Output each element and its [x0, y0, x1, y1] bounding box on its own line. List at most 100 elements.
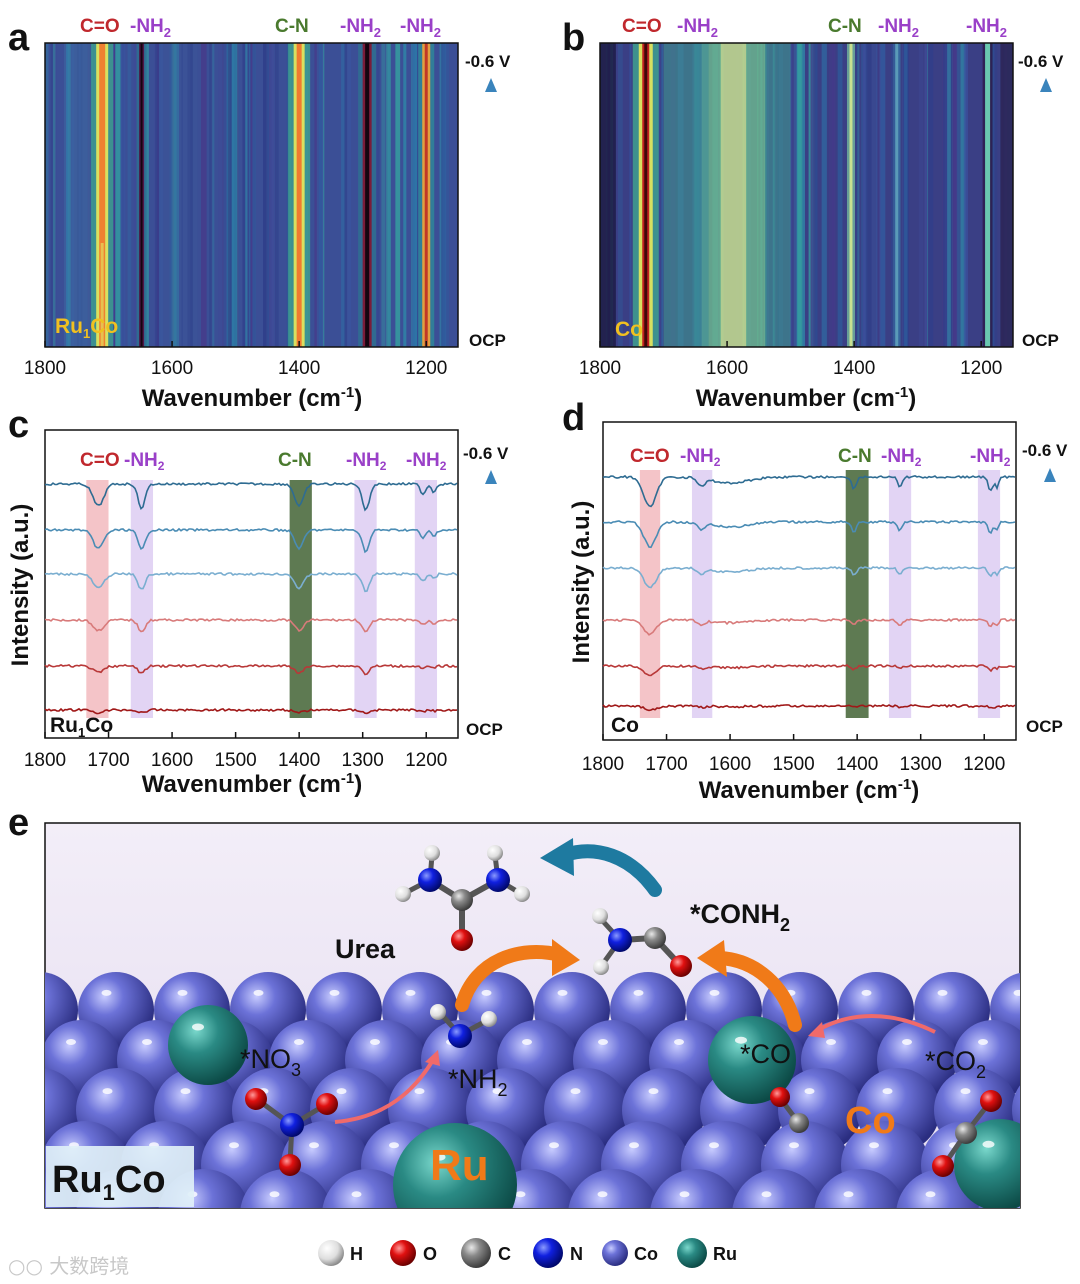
heatmap-glow-region — [64, 43, 90, 347]
urea-label: Urea — [335, 934, 396, 964]
co-atom-sphere — [732, 1169, 824, 1208]
heatmap-b-frame — [599, 42, 1014, 348]
heatmap-texture-stripe — [228, 43, 232, 347]
peak-labels-b: C=O -NH2 C-N -NH2 -NH2 — [622, 16, 1007, 40]
heatmap-texture-stripe — [145, 43, 149, 347]
sphere-highlight — [735, 1036, 747, 1044]
heatmap-b-stripes — [600, 43, 1013, 347]
heatmap-texture-stripe — [231, 43, 237, 347]
x-axis-title-b: Wavenumber (cm-1) — [696, 384, 917, 412]
heatmap-texture-stripe — [187, 43, 192, 347]
heatmap-glow-region — [600, 43, 616, 347]
heatmap-texture-stripe — [114, 43, 116, 347]
sphere-highlight — [336, 1088, 347, 1095]
sphere-highlight — [1029, 1142, 1039, 1148]
top-label-c: -0.6 V — [463, 444, 509, 463]
sphere-highlight — [570, 1088, 581, 1095]
legend-ru-label: Ru — [713, 1244, 737, 1264]
co2-molecule — [932, 1090, 1002, 1177]
heatmap-texture-stripe — [789, 43, 796, 347]
sphere-highlight — [982, 1140, 995, 1148]
legend-n-sphere — [533, 1238, 563, 1268]
heatmap-texture-stripe — [133, 43, 137, 347]
spectra-c-sample-label: Ru1Co — [50, 714, 113, 740]
bottom-label-a: OCP — [469, 331, 506, 350]
sphere-highlight — [414, 1088, 425, 1095]
heatmap-texture-stripe — [230, 43, 237, 347]
spectrum-line — [44, 571, 458, 593]
x-tick-label: 1400 — [278, 358, 320, 379]
heatmap-texture-stripe — [831, 43, 835, 347]
co-atom-sphere — [568, 1169, 660, 1208]
band-highlight — [691, 470, 713, 718]
x-tick-label: 1700 — [645, 754, 687, 775]
sphere-highlight — [709, 989, 720, 996]
legend-ru-sphere — [677, 1238, 707, 1268]
sphere-highlight — [177, 989, 188, 996]
sphere-highlight — [761, 1191, 772, 1198]
heatmap-texture-stripe — [801, 43, 805, 347]
heatmap-glow-region — [159, 43, 198, 347]
x-tick-label: 1300 — [900, 754, 942, 775]
heatmap-texture-stripe — [249, 43, 251, 347]
co2-to-co-arrow — [808, 1014, 936, 1038]
sphere-highlight — [66, 1039, 76, 1045]
heatmap-texture-stripe — [237, 43, 240, 347]
sphere-highlight — [902, 1039, 912, 1045]
sphere-highlight — [925, 1191, 936, 1198]
heatmap-texture-stripe — [880, 43, 886, 347]
heatmap-texture-stripe — [386, 43, 391, 347]
sphere-highlight — [869, 1142, 879, 1149]
spectrum-line — [44, 527, 458, 554]
sphere-highlight — [1013, 989, 1020, 996]
co-label: *CO — [740, 1039, 791, 1069]
spectrum-line — [44, 707, 458, 715]
heatmap-texture-stripe — [951, 43, 957, 347]
heatmap-band — [644, 43, 648, 347]
heatmap-texture-stripe — [181, 43, 183, 347]
top-label-b: -0.6 V — [1018, 52, 1064, 71]
peak-label-nh2-d2: -NH2 — [881, 446, 922, 469]
band-highlight — [845, 470, 869, 718]
heatmap-band — [296, 43, 302, 347]
conh2-label: *CONH2 — [690, 899, 790, 935]
heatmap-band — [849, 43, 853, 347]
heatmap-texture-stripe — [381, 43, 386, 347]
peak-label-cn-c: C-N — [278, 450, 312, 471]
heatmap-texture-stripe — [833, 43, 836, 347]
nh2-to-conh2-arrow — [455, 939, 580, 1012]
sphere-highlight — [329, 989, 340, 996]
heatmap-texture-stripe — [212, 43, 215, 347]
x-tick-label: 1500 — [214, 750, 256, 771]
x-tick-label: 1800 — [582, 754, 624, 775]
heatmap-texture-stripe — [209, 43, 212, 347]
conh2-molecule — [592, 908, 692, 977]
heatmap-texture-stripe — [347, 43, 351, 347]
heatmap-texture-stripe — [837, 43, 843, 347]
peak-label-co-a: C=O — [80, 16, 120, 37]
sphere-highlight — [389, 1142, 399, 1149]
potential-arrow-c — [485, 470, 497, 708]
sphere-highlight — [549, 1142, 559, 1149]
spectrum-line — [603, 519, 1016, 549]
co-atom-sphere — [45, 1146, 49, 1184]
sphere-highlight — [253, 989, 264, 996]
catalyst-badge-text: Ru1Co — [52, 1159, 166, 1205]
heatmap-texture-stripe — [793, 43, 797, 347]
heatmap-texture-stripe — [960, 43, 966, 347]
sphere-highlight — [522, 1039, 532, 1045]
heatmap-texture-stripe — [918, 43, 924, 347]
co-atom-sphere — [240, 1169, 332, 1208]
x-axis-title-c: Wavenumber (cm-1) — [142, 770, 363, 798]
legend-h-label: H — [350, 1244, 363, 1264]
heatmap-panel-b: Co — [599, 42, 1014, 348]
no3-to-nh2-arrow — [334, 1050, 440, 1124]
legend-co-label: Co — [634, 1244, 658, 1264]
sphere-highlight — [180, 1088, 191, 1095]
sphere-highlight — [102, 1088, 113, 1095]
x-tick-label: 1200 — [960, 358, 1002, 379]
heatmap-band — [694, 43, 709, 347]
ru-site-label: Ru — [430, 1141, 489, 1190]
heatmap-texture-stripe — [395, 43, 401, 347]
